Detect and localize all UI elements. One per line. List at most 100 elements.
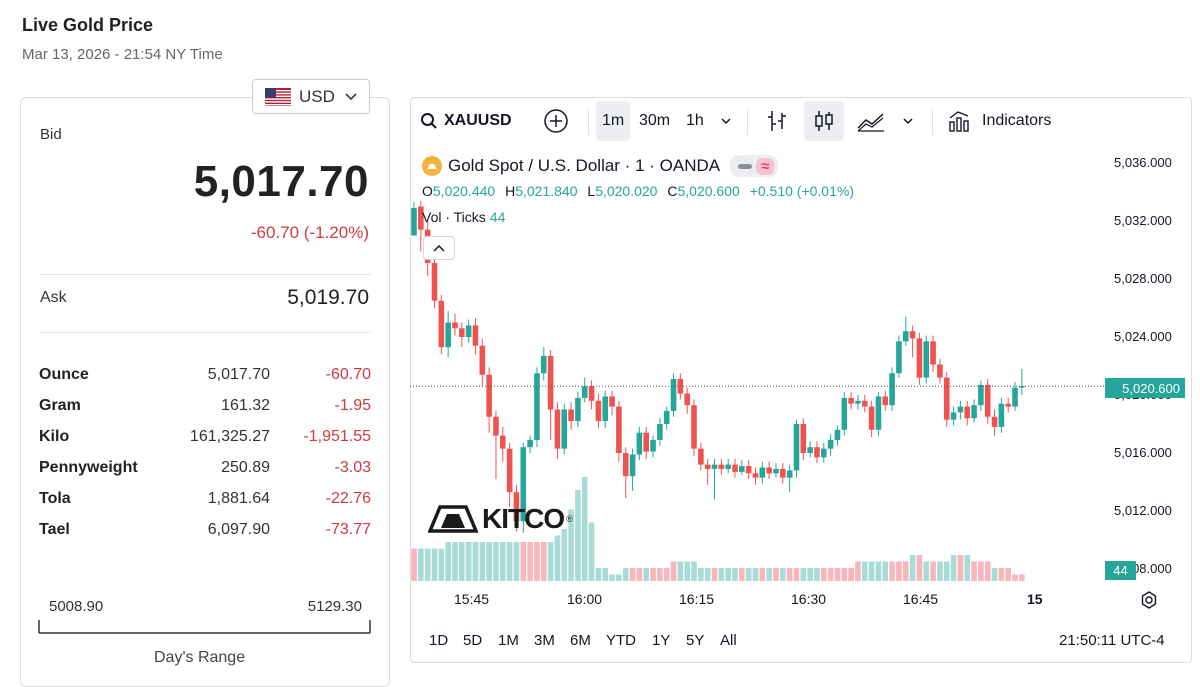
timestamp: Mar 13, 2026 - 21:54 NY Time [22,46,223,63]
unit-table: Ounce 5,017.70 -60.70 Gram 161.32 -1.95 … [39,366,371,552]
interval-1m[interactable]: 1m [596,101,631,141]
chart-symbol-title: Gold Spot / U.S. Dollar · 1 · OANDA [448,156,721,175]
low-value: 5,020.020 [595,183,658,199]
last-volume-tag: 44 [1105,561,1136,580]
timeframe-bar: 1D 5D 1M 3M 6M YTD 1Y 5Y All [410,628,1192,658]
range-6m[interactable]: 6M [570,632,591,649]
separator [747,109,748,135]
kitco-wordmark: KITCO [482,503,565,534]
volume-legend: Vol · Ticks 44 [422,209,505,225]
change-value: +0.510 (+0.01%) [749,183,854,199]
bid-change: -60.70 (-1.20%) [250,223,369,242]
us-flag-icon [265,87,291,106]
indicators-label: Indicators [982,112,1052,129]
close-value: 5,020.600 [677,183,740,199]
candlestick-icon [815,111,833,131]
indicators-icon [949,111,969,132]
unit-price: 6,097.90 [207,521,270,538]
plus-circle-icon [544,109,568,133]
currency-select[interactable]: USD [252,79,370,114]
chevron-down-icon [721,117,731,124]
unit-change: -1.95 [334,397,371,414]
days-range-bar [38,620,371,634]
chart-panel [410,97,1192,663]
unit-change: -73.77 [325,521,371,538]
range-ytd[interactable]: YTD [606,632,636,649]
interval-dropdown[interactable] [721,97,731,145]
kitco-bars-icon [428,505,478,533]
indicators-button[interactable]: Indicators [948,97,1051,145]
days-range-low: 5008.90 [49,598,104,615]
chart-type-dropdown[interactable] [903,97,913,145]
ask-label: Ask [40,289,67,306]
ohlc-bars-icon [768,111,786,131]
y-tick: 5,016.000 [1114,445,1172,460]
range-5d[interactable]: 5D [463,632,483,649]
chart-legend-title: Gold Spot / U.S. Dollar · 1 · OANDA ≈ [422,155,779,177]
open-value: 5,020.440 [432,183,496,199]
candles-chart-button[interactable] [804,101,844,141]
ohlc-legend: O5,020.440 H5,021.840 L5,020.020 C5,020.… [422,183,854,199]
chevron-up-icon [433,244,445,252]
symbol-label: XAUUSD [444,112,512,129]
search-icon [421,113,437,129]
minus-icon [738,163,753,169]
compare-button[interactable] [543,97,569,145]
area-chart-button[interactable] [856,97,886,145]
chart-toolbar: XAUUSD 1m 30m 1h Indicators [410,97,1192,145]
interval-1h[interactable]: 1h [686,112,704,129]
bid-price: 5,017.70 [193,157,369,206]
x-tick: 16:00 [567,591,603,607]
registered-mark: ® [566,514,573,524]
y-tick: 5,032.000 [1114,213,1172,228]
settings-icon[interactable] [1139,590,1159,610]
y-tick: 5,024.000 [1114,329,1172,344]
x-tick: 16:15 [679,591,715,607]
bars-chart-button[interactable] [766,97,788,145]
high-value: 5,021.840 [515,183,578,199]
range-1d[interactable]: 1D [429,632,449,649]
unit-price: 161.32 [221,397,270,414]
gold-coin-icon [422,156,442,176]
high-label: H [505,183,516,199]
unit-name: Ounce [39,366,89,383]
range-1m[interactable]: 1M [498,632,519,649]
close-label: C [667,183,678,199]
unit-row-kilo: Kilo 161,325.27 -1,951.55 [39,428,371,459]
unit-row-tola: Tola 1,881.64 -22.76 [39,490,371,521]
currency-value: USD [299,86,335,106]
unit-name: Tola [39,490,71,507]
unit-change: -22.76 [325,490,371,507]
volume-value: 44 [489,209,506,225]
low-label: L [587,183,596,199]
unit-name: Tael [39,521,70,538]
x-tick: 15:45 [454,591,490,607]
interval-30m[interactable]: 30m [639,112,671,129]
range-3m[interactable]: 3M [534,632,555,649]
collapse-legend-button[interactable] [423,236,455,260]
divider [39,332,371,333]
legend-toggle[interactable]: ≈ [730,155,779,177]
unit-name: Kilo [39,428,70,445]
chevron-down-icon [345,92,357,100]
y-tick: 5,012.000 [1114,503,1172,518]
y-tick: 5,036.000 [1114,155,1172,170]
unit-row-ounce: Ounce 5,017.70 -60.70 [39,366,371,397]
y-tick: 5,028.000 [1114,271,1172,286]
chart-clock: 21:50:11 UTC-4 [1059,632,1165,649]
unit-change: -60.70 [325,366,371,383]
x-tick: 16:45 [903,591,939,607]
ask-price: 5,019.70 [287,286,369,309]
separator [932,109,933,135]
wave-icon: ≈ [756,157,775,175]
x-tick: 16:30 [791,591,827,607]
range-1y[interactable]: 1Y [652,632,671,649]
symbol-search[interactable]: XAUUSD [420,97,512,145]
last-price-tag: 5,020.600 [1105,378,1185,398]
unit-row-tael: Tael 6,097.90 -73.77 [39,521,371,552]
unit-name: Pennyweight [39,459,138,476]
unit-row-pennyweight: Pennyweight 250.89 -3.03 [39,459,371,490]
range-all[interactable]: All [720,632,737,649]
x-tick: 15 [1027,591,1043,607]
range-5y[interactable]: 5Y [686,632,705,649]
